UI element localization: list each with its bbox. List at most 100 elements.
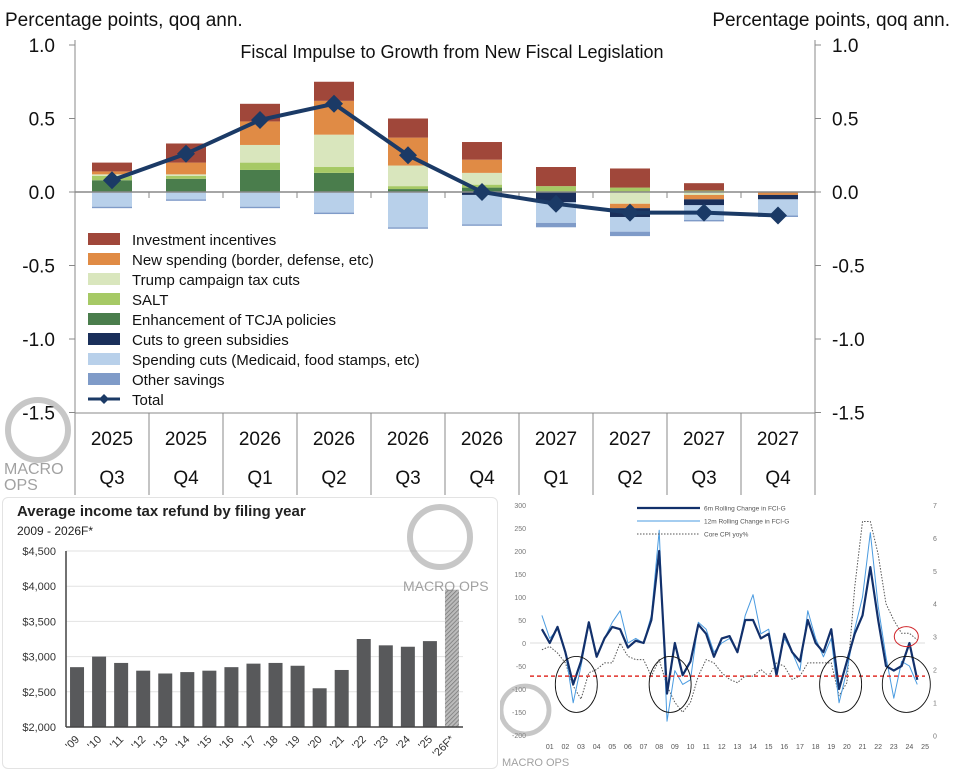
series-line-2 xyxy=(541,520,918,713)
total-point-5 xyxy=(473,183,491,201)
category-year-label: 2026 xyxy=(461,429,503,450)
category-quarter-label: Q3 xyxy=(691,468,716,489)
watermark-logo-text: MACRO OPS xyxy=(502,757,569,769)
bar-segment-7-7 xyxy=(610,231,650,237)
legend-swatch-5 xyxy=(88,333,120,345)
category-quarter-label: Q2 xyxy=(617,468,642,489)
left-tick-label: 100 xyxy=(514,595,526,602)
legend-label-4: Enhancement of TCJA policies xyxy=(132,312,336,329)
x-tick-label: 11 xyxy=(702,744,709,751)
highlight-ellipse-3 xyxy=(881,655,931,713)
x-tick-label: 19 xyxy=(827,744,835,751)
category-quarter-label: Q4 xyxy=(765,468,791,489)
bar-segment-7-5 xyxy=(462,224,502,226)
x-tick-label: 24 xyxy=(906,744,914,751)
bar-segment-3-3 xyxy=(314,167,354,173)
bar-segment-4-2 xyxy=(240,169,280,192)
left-tick-label: -200 xyxy=(512,733,526,740)
bar-segment-2-4 xyxy=(388,165,428,187)
bar-segment-2-1 xyxy=(166,174,206,176)
bar-0 xyxy=(70,667,85,727)
chart-title: Average income tax refund by filing year xyxy=(17,503,306,520)
refund-panel-frame xyxy=(2,497,498,769)
bar-segment-4-4 xyxy=(388,189,428,192)
legend-label-5: Cuts to green subsidies xyxy=(132,332,289,349)
x-tick-label: '11 xyxy=(108,734,126,752)
bar-16 xyxy=(422,641,437,727)
bar-12 xyxy=(334,669,349,727)
x-tick-label: '18 xyxy=(262,734,281,753)
total-point-0 xyxy=(103,171,121,190)
legend-label-0: 6m Rolling Change in FCI-G xyxy=(704,506,786,513)
bar-segment-6-2 xyxy=(240,192,280,207)
highlight-ellipse-2 xyxy=(819,655,863,713)
bar-segment-4-3 xyxy=(314,172,354,192)
y-tick-label: $2,000 xyxy=(22,722,56,734)
bar-segment-0-7 xyxy=(610,168,650,188)
x-tick-label: '15 xyxy=(196,734,215,753)
legend-label-3: SALT xyxy=(132,292,168,309)
bar-segment-6-3 xyxy=(314,192,354,213)
bar-segment-0-5 xyxy=(462,142,502,160)
bar-13 xyxy=(356,639,371,727)
bar-segment-7-4 xyxy=(388,227,428,229)
bar-segment-3-2 xyxy=(240,162,280,170)
left-tick-label: -0.5 xyxy=(22,257,55,278)
x-tick-label: 20 xyxy=(843,744,851,751)
category-year-label: 2027 xyxy=(683,429,725,450)
bar-segment-6-4 xyxy=(388,192,428,228)
watermark-logo-text: MACRO OPS xyxy=(4,461,64,494)
category-year-label: 2026 xyxy=(239,429,281,450)
right-tick-label: -0.5 xyxy=(832,257,865,278)
bar-segment-7-6 xyxy=(536,222,576,228)
left-axis-unit-label: Percentage points, qoq ann. xyxy=(5,10,243,31)
bar-8 xyxy=(246,663,261,727)
right-tick-label: -1.5 xyxy=(832,404,865,425)
bar-segment-1-5 xyxy=(462,159,502,173)
series-line-0 xyxy=(540,549,919,695)
highlight-red-circle xyxy=(893,626,919,648)
x-tick-label: 06 xyxy=(624,744,632,751)
x-tick-label: 17 xyxy=(796,744,804,751)
category-year-label: 2025 xyxy=(91,429,133,450)
left-tick-label: 250 xyxy=(514,526,526,533)
total-point-7 xyxy=(621,203,639,222)
bar-segment-5-8 xyxy=(684,199,724,206)
bar-segment-2-8 xyxy=(684,192,724,195)
left-tick-label: 1.0 xyxy=(29,36,55,57)
right-tick-label: -1.0 xyxy=(832,330,865,351)
right-tick-label: 1 xyxy=(933,700,937,707)
x-tick-label: 25 xyxy=(921,744,929,751)
bar-segment-0-6 xyxy=(536,167,576,187)
x-tick-label: 04 xyxy=(593,744,601,751)
x-tick-label: '22 xyxy=(350,734,369,753)
category-quarter-label: Q2 xyxy=(321,468,346,489)
bar-segment-3-4 xyxy=(388,186,428,190)
right-tick-label: 4 xyxy=(933,602,937,609)
x-tick-label: 13 xyxy=(734,744,742,751)
x-tick-label: 10 xyxy=(687,744,695,751)
bar-15 xyxy=(400,646,415,727)
bar-segment-7-2 xyxy=(240,206,280,209)
left-tick-label: -100 xyxy=(512,687,526,694)
x-tick-label: '12 xyxy=(130,734,149,753)
legend-swatch-7 xyxy=(88,373,120,385)
bar-segment-2-3 xyxy=(314,134,354,168)
category-quarter-label: Q3 xyxy=(99,468,124,489)
right-tick-label: 0.5 xyxy=(832,110,858,131)
x-tick-label: 09 xyxy=(671,744,679,751)
legend-swatch-4 xyxy=(88,313,120,325)
x-tick-label: 01 xyxy=(546,744,554,751)
highlight-ellipse-0 xyxy=(554,655,598,713)
legend-marker-total xyxy=(99,394,109,404)
y-tick-label: $3,000 xyxy=(22,652,56,664)
watermark-logo-ring xyxy=(5,397,71,463)
right-tick-label: 0.0 xyxy=(832,183,858,204)
legend-swatch-1 xyxy=(88,253,120,265)
total-point-4 xyxy=(399,146,417,165)
left-tick-label: -1.0 xyxy=(22,330,55,351)
right-tick-label: 6 xyxy=(933,536,937,543)
legend-label-6: Spending cuts (Medicaid, food stamps, et… xyxy=(132,352,420,369)
right-tick-label: 2 xyxy=(933,668,937,675)
y-tick-label: $2,500 xyxy=(22,687,56,699)
